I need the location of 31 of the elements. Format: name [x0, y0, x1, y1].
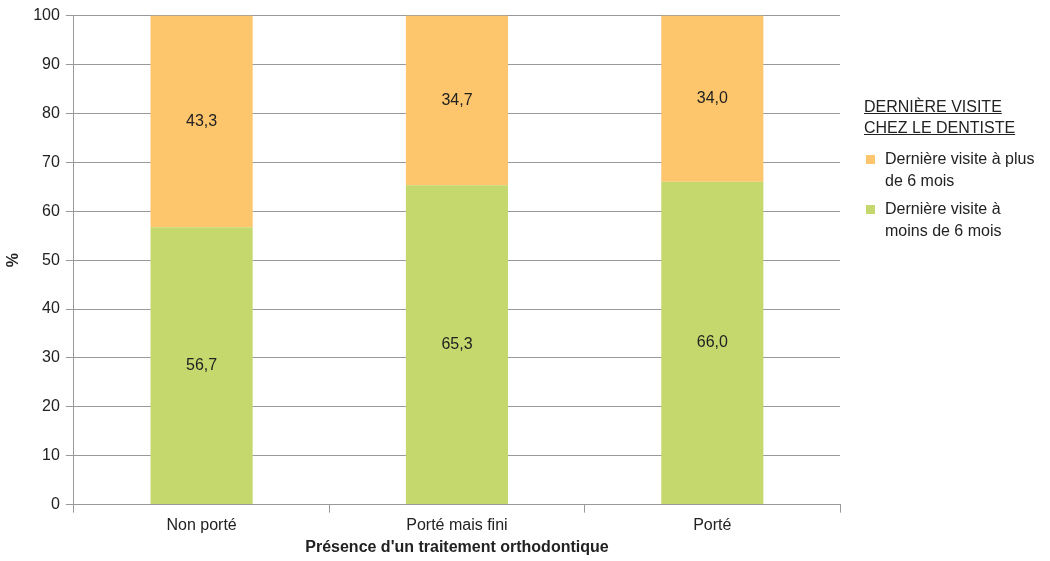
y-tick-label: 30: [42, 348, 60, 366]
bar: [150, 227, 253, 505]
x-axis-title: Présence d'un traitement orthodontique: [305, 537, 609, 555]
data-label: 34,7: [441, 90, 473, 108]
legend-label: Dernière visite à plus de 6 mois: [885, 149, 1035, 191]
bar: [661, 15, 764, 182]
y-tick-label: 100: [33, 6, 60, 24]
bar: [405, 185, 509, 505]
y-tick-label: 40: [42, 299, 60, 317]
y-tick-label: 50: [42, 250, 60, 268]
y-tick-label: 20: [42, 397, 60, 415]
y-tick-label: 70: [42, 152, 60, 170]
y-tick-label: 0: [50, 495, 60, 513]
data-label: 66,0: [696, 333, 728, 351]
x-tick-label: Non porté: [166, 515, 237, 533]
x-tick-label: Porté mais fini: [406, 515, 508, 533]
data-label: 65,3: [441, 335, 473, 353]
legend-title: DERNIÈRE VISITE CHEZ LE DENTISTE: [864, 96, 1017, 138]
data-label: 34,0: [696, 89, 728, 107]
data-label: 43,3: [186, 111, 218, 129]
y-tick-label: 10: [42, 446, 60, 464]
data-label: 56,7: [186, 356, 218, 374]
bar: [150, 15, 253, 228]
y-tick-label: 90: [42, 54, 60, 72]
y-axis-title: %: [4, 252, 22, 268]
legend-label: Dernière visite à moins de 6 mois: [885, 199, 1003, 241]
y-tick-label: 80: [42, 103, 60, 121]
x-tick-label: Porté: [693, 515, 732, 533]
y-tick-label: 60: [42, 201, 60, 219]
bar: [661, 181, 764, 505]
bar: [405, 15, 509, 186]
